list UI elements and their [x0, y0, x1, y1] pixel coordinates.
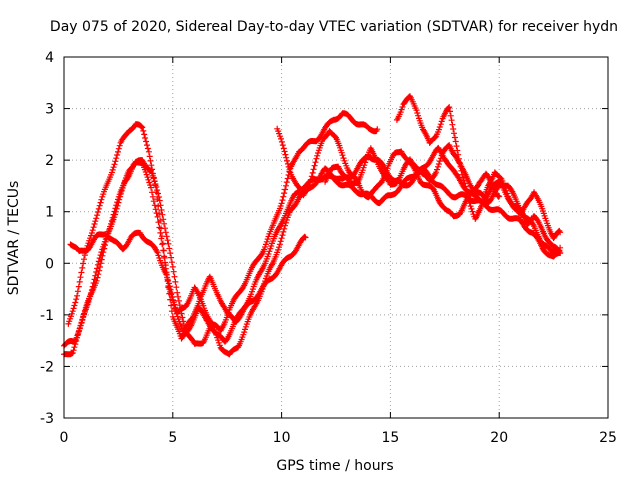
y-tick-label-7: 4 [45, 50, 54, 66]
plot-frame [63, 56, 609, 419]
y-tick-label-3: 0 [45, 256, 54, 272]
axis-ticks: 0 5 10 15 20 25 -3 -2 -1 0 1 2 3 4 [40, 50, 617, 446]
series-track-4 [67, 229, 309, 335]
y-tick-label-4: 1 [45, 205, 54, 221]
series-track-7 [322, 142, 564, 256]
y-tick-label-5: 2 [45, 153, 54, 169]
x-tick-label-2: 10 [273, 430, 291, 446]
x-axis-label: GPS time / hours [276, 458, 393, 474]
y-tick-label-1: -2 [40, 359, 54, 375]
series-points-track-4 [67, 229, 309, 335]
x-tick-label-5: 25 [599, 430, 617, 446]
x-tick-label-4: 20 [490, 430, 508, 446]
y-axis-label: SDTVAR / TECUs [6, 181, 22, 296]
x-tick-label-0: 0 [60, 430, 69, 446]
series-points-track-7 [322, 142, 564, 256]
y-tick-label-0: -3 [40, 411, 54, 427]
x-tick-label-1: 5 [168, 430, 177, 446]
y-tick-label-6: 3 [45, 102, 54, 118]
x-tick-label-3: 15 [381, 430, 399, 446]
data-marks [61, 93, 564, 358]
y-tick-label-2: -1 [40, 308, 54, 324]
chart-title: Day 075 of 2020, Sidereal Day-to-day VTE… [50, 19, 618, 35]
